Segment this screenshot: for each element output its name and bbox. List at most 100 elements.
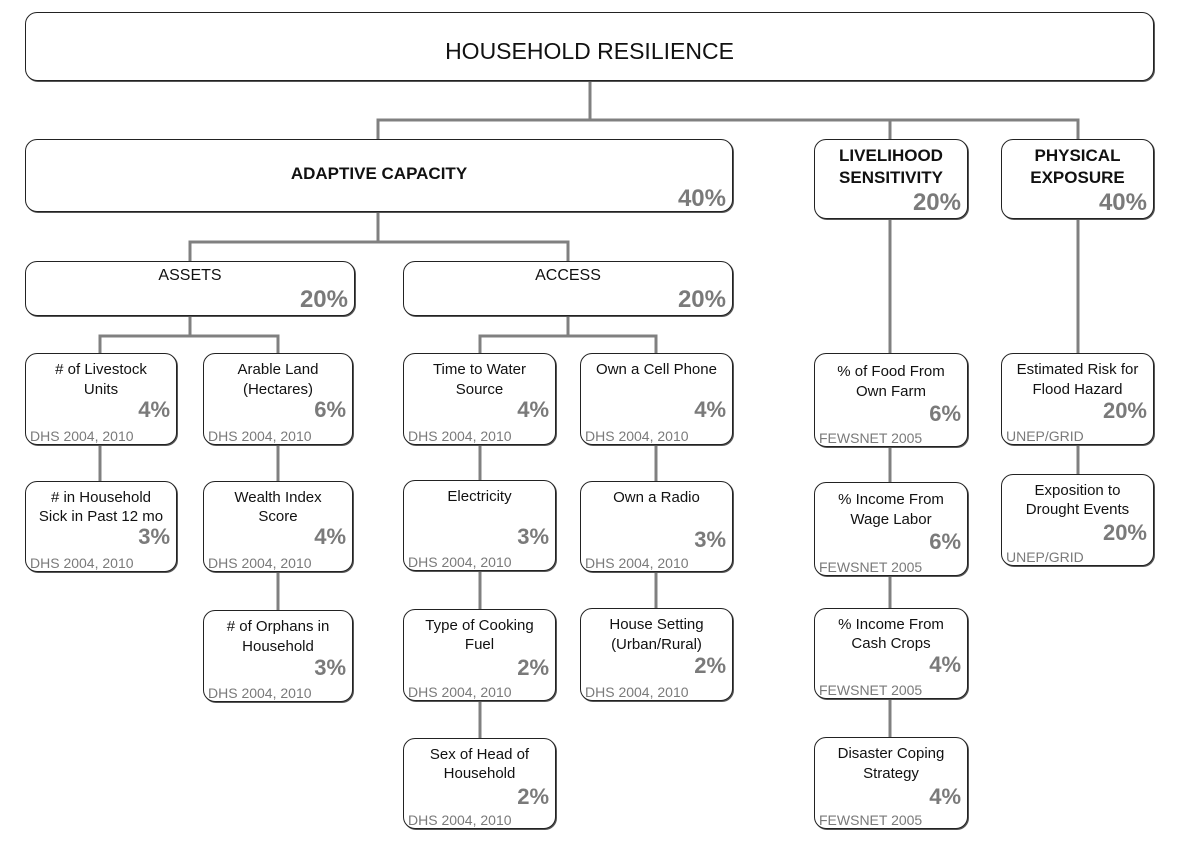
indicator-cash-line1: % Income From xyxy=(838,616,944,633)
indicator-wealth-line1: Wealth Index xyxy=(234,489,322,506)
indicator-cash-crops: % Income From Cash Crops 4% FEWSNET 2005 xyxy=(814,608,968,699)
indicator-water-line1: Time to Water xyxy=(432,361,527,378)
indicator-fuel-line2: Fuel xyxy=(464,636,495,653)
indicator-cash-source: FEWSNET 2005 xyxy=(819,682,923,698)
indicator-disaster-weight: 4% xyxy=(929,784,961,809)
indicator-house-weight: 2% xyxy=(694,653,726,678)
indicator-house-line1: House Setting xyxy=(609,616,704,633)
indicator-disaster-line1: Disaster Coping xyxy=(837,745,945,762)
indicator-disaster-source: FEWSNET 2005 xyxy=(819,812,923,828)
indicator-sick-source: DHS 2004, 2010 xyxy=(30,555,134,571)
indicator-food-own-farm: % of Food From Own Farm 6% FEWSNET 2005 xyxy=(814,353,968,447)
indicator-disaster-coping: Disaster Coping Strategy 4% FEWSNET 2005 xyxy=(814,737,968,829)
assets-node: ASSETS 20% xyxy=(25,261,355,316)
indicator-cell-phone: Own a Cell Phone 4% DHS 2004, 2010 xyxy=(580,353,733,445)
indicator-orphans-weight: 3% xyxy=(314,655,346,680)
livelihood-sensitivity-node: LIVELIHOOD SENSITIVITY 20% xyxy=(814,139,968,219)
indicator-water-source-label: DHS 2004, 2010 xyxy=(408,428,512,444)
indicator-wage-labor: % Income From Wage Labor 6% FEWSNET 2005 xyxy=(814,482,968,576)
indicator-disaster-line2: Strategy xyxy=(863,765,919,782)
indicator-sick-weight: 3% xyxy=(138,524,170,549)
indicator-sexhead-weight: 2% xyxy=(517,784,549,809)
indicator-water-weight: 4% xyxy=(517,397,549,422)
indicator-livestock-line1: # of Livestock xyxy=(55,361,147,378)
indicator-cellphone-source: DHS 2004, 2010 xyxy=(585,428,689,444)
adaptive-capacity-title: ADAPTIVE CAPACITY xyxy=(290,164,468,183)
indicator-drought-line2: Drought Events xyxy=(1025,501,1130,518)
indicator-wealth-weight: 4% xyxy=(314,524,346,549)
indicator-arable-line1: Arable Land xyxy=(237,361,319,378)
indicator-cash-weight: 4% xyxy=(929,652,961,677)
indicator-cellphone-weight: 4% xyxy=(694,397,726,422)
indicator-drought-events: Exposition to Drought Events 20% UNEP/GR… xyxy=(1001,474,1154,566)
physical-exposure-node: PHYSICAL EXPOSURE 40% xyxy=(1001,139,1154,219)
indicator-radio-weight: 3% xyxy=(694,527,726,552)
indicator-flood-line1: Estimated Risk for xyxy=(1016,361,1139,378)
indicator-sexhead-line1: Sex of Head of xyxy=(429,746,530,763)
indicator-food-source: FEWSNET 2005 xyxy=(819,430,923,446)
indicator-drought-weight: 20% xyxy=(1102,520,1147,545)
indicator-livestock-line2: Units xyxy=(83,381,119,398)
indicator-wealth-line2: Score xyxy=(258,508,298,525)
access-weight: 20% xyxy=(677,286,726,313)
indicator-radio-line1: Own a Radio xyxy=(613,489,700,506)
indicator-arable-weight: 6% xyxy=(314,397,346,422)
indicator-flood-source: UNEP/GRID xyxy=(1006,428,1084,444)
indicator-sick: # in Household Sick in Past 12 mo 3% DHS… xyxy=(25,481,177,572)
indicator-house-source: DHS 2004, 2010 xyxy=(585,684,689,700)
indicator-livestock: # of Livestock Units 4% DHS 2004, 2010 xyxy=(25,353,177,445)
indicator-radio: Own a Radio 3% DHS 2004, 2010 xyxy=(580,481,733,572)
indicator-orphans-line1: # of Orphans in xyxy=(226,618,330,635)
adaptive-capacity-node: ADAPTIVE CAPACITY 40% xyxy=(25,139,733,212)
indicator-electricity-weight: 3% xyxy=(517,524,549,549)
adaptive-capacity-weight: 40% xyxy=(677,185,726,212)
indicator-drought-line1: Exposition to xyxy=(1034,482,1121,499)
indicator-flood-weight: 20% xyxy=(1102,398,1147,423)
livelihood-sensitivity-title-line1: LIVELIHOOD xyxy=(839,146,943,165)
indicator-livestock-weight: 4% xyxy=(138,397,170,422)
indicator-sick-line1: # in Household xyxy=(50,489,152,506)
indicator-fuel-line1: Type of Cooking xyxy=(425,617,534,634)
indicator-fuel-weight: 2% xyxy=(517,655,549,680)
indicator-cash-line2: Cash Crops xyxy=(851,635,931,652)
indicator-orphans: # of Orphans in Household 3% DHS 2004, 2… xyxy=(203,610,353,702)
indicator-food-weight: 6% xyxy=(929,401,961,426)
indicator-water-source: Time to Water Source 4% DHS 2004, 2010 xyxy=(403,353,556,445)
physical-exposure-title-line1: PHYSICAL xyxy=(1034,146,1121,165)
physical-exposure-title-line2: EXPOSURE xyxy=(1030,168,1125,187)
indicator-sex-of-head: Sex of Head of Household 2% DHS 2004, 20… xyxy=(403,738,556,829)
livelihood-sensitivity-weight: 20% xyxy=(912,189,961,216)
indicator-arable-source: DHS 2004, 2010 xyxy=(208,428,312,444)
indicator-wage-line2: Wage Labor xyxy=(850,511,932,528)
household-resilience-node: HOUSEHOLD RESILIENCE xyxy=(25,12,1154,81)
indicator-livestock-source: DHS 2004, 2010 xyxy=(30,428,134,444)
indicator-wealth-index: Wealth Index Score 4% DHS 2004, 2010 xyxy=(203,481,353,572)
indicator-water-line2: Source xyxy=(455,381,504,398)
indicator-orphans-source: DHS 2004, 2010 xyxy=(208,685,312,701)
access-node: ACCESS 20% xyxy=(403,261,733,316)
indicator-sexhead-source: DHS 2004, 2010 xyxy=(408,812,512,828)
household-resilience-title: HOUSEHOLD RESILIENCE xyxy=(445,38,734,64)
indicator-sick-line2: Sick in Past 12 mo xyxy=(38,508,164,525)
indicator-arable-line2: (Hectares) xyxy=(242,381,313,398)
indicator-flood-hazard: Estimated Risk for Flood Hazard 20% UNEP… xyxy=(1001,353,1154,445)
indicator-electricity-source: DHS 2004, 2010 xyxy=(408,554,512,570)
indicator-wage-source: FEWSNET 2005 xyxy=(819,559,923,575)
indicator-arable-land: Arable Land (Hectares) 6% DHS 2004, 2010 xyxy=(203,353,353,445)
indicator-wealth-source: DHS 2004, 2010 xyxy=(208,555,312,571)
indicator-house-line2: (Urban/Rural) xyxy=(611,636,702,653)
livelihood-sensitivity-title-line2: SENSITIVITY xyxy=(839,168,943,187)
indicator-electricity-line1: Electricity xyxy=(447,488,512,505)
indicator-drought-source: UNEP/GRID xyxy=(1006,549,1084,565)
indicator-house-setting: House Setting (Urban/Rural) 2% DHS 2004,… xyxy=(580,608,733,701)
indicator-electricity: Electricity 3% DHS 2004, 2010 xyxy=(403,480,556,571)
indicator-food-line1: % of Food From xyxy=(837,363,945,380)
indicator-flood-line2: Flood Hazard xyxy=(1032,381,1123,398)
indicator-cellphone-line1: Own a Cell Phone xyxy=(596,361,717,378)
indicator-food-line2: Own Farm xyxy=(855,383,926,400)
indicator-wage-line1: % Income From xyxy=(838,491,944,508)
assets-weight: 20% xyxy=(299,286,348,313)
indicator-orphans-line2: Household xyxy=(242,638,314,655)
access-title: ACCESS xyxy=(535,267,601,284)
